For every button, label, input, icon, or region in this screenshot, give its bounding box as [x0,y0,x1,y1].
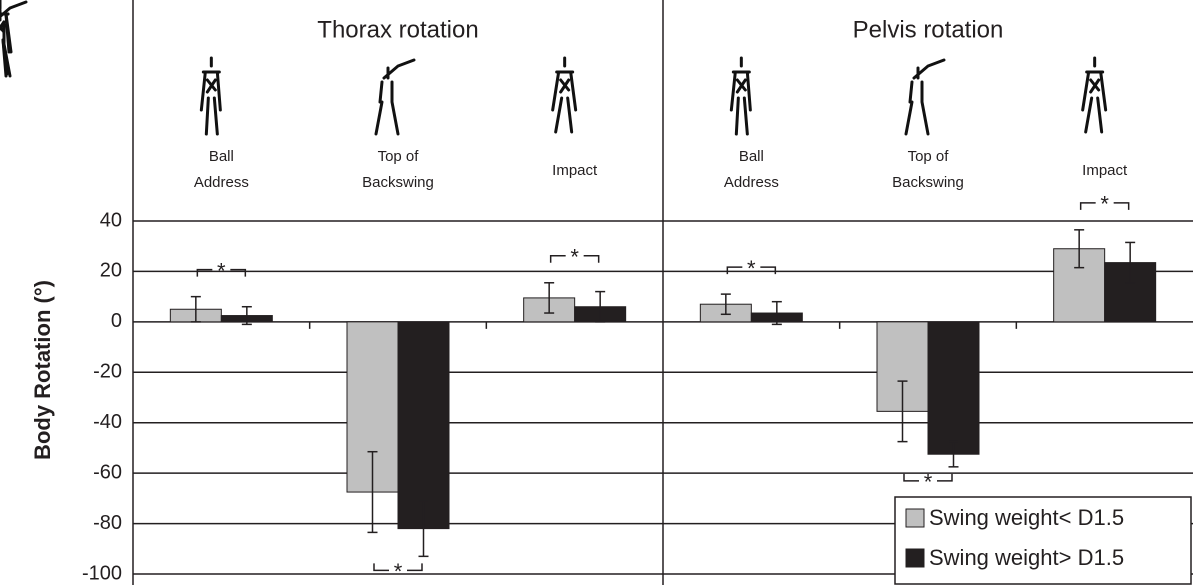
figure-backswing [376,60,414,134]
figure-backswing [906,60,944,134]
y-tick-label: 40 [100,209,122,231]
legend-swatch [906,549,924,567]
bar [398,322,449,529]
y-tick-label: -20 [93,361,122,383]
category-label: Ball [739,148,764,165]
y-tick-label: -60 [93,461,122,483]
category-label: Backswing [362,174,434,191]
category-label: Impact [552,162,598,179]
category-label: Backswing [892,174,964,191]
significance-label: * [747,256,756,281]
category-label: Address [724,174,779,191]
bar [928,322,979,454]
figure-address [731,58,750,134]
significance-label: * [924,470,933,495]
y-tick-label: -80 [93,512,122,534]
legend-swatch [906,509,924,527]
category-label: Impact [1082,162,1128,179]
figures [0,0,26,76]
category-label: Top of [908,148,950,165]
panel-title: Thorax rotation [317,16,478,43]
y-tick-label: 0 [111,310,122,332]
category-label: Top of [378,148,420,165]
category-label: Address [194,174,249,191]
legend-label: Swing weight< D1.5 [929,505,1124,530]
legend-label: Swing weight> D1.5 [929,545,1124,570]
y-tick-label: 20 [100,260,122,282]
figure-address [201,58,220,134]
significance-label: * [217,258,226,283]
y-tick-label: -40 [93,411,122,433]
chart: Body Rotation (°) -100 -80 -60 -40 -20 0 20 40 T… [0,0,1193,585]
category-label: Ball [209,148,234,165]
significance-label: * [570,245,579,270]
significance-label: * [1100,192,1109,217]
legend: Swing weight< D1.5 Swing weight> D1.5 [895,497,1191,584]
figure-impact [553,58,576,132]
y-tick-label: -100 [82,562,122,584]
panel-title: Pelvis rotation [853,16,1004,43]
y-axis-label: Body Rotation (°) [30,280,55,460]
figure-impact [1083,58,1106,132]
significance-label: * [394,559,403,584]
